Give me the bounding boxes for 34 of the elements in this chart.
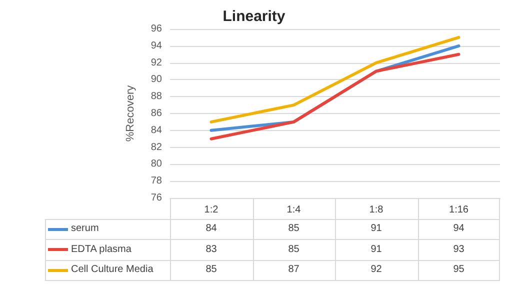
data-label: 85 (204, 263, 218, 278)
data-label: 85 (287, 242, 300, 257)
y-tick-label: 96 (150, 24, 162, 34)
data-label: 93 (452, 242, 466, 257)
data-label: 92 (370, 263, 383, 278)
y-axis-title: %Recovery (124, 84, 136, 142)
data-label: 85 (287, 222, 300, 236)
line-series (210, 52, 460, 140)
data-label: 87 (287, 263, 300, 278)
y-tick-label: 84 (150, 124, 162, 136)
y-tick-label: 94 (150, 40, 162, 52)
y-tick-label: 92 (150, 57, 162, 68)
x-tick-label: 1:2 (204, 204, 219, 216)
data-label: 91 (370, 222, 383, 236)
y-tick-label: 88 (150, 91, 162, 102)
x-tick-label: 1:16 (449, 204, 469, 216)
legend-label: EDTA plasma (70, 242, 132, 257)
x-tick-label: 1:8 (369, 204, 384, 216)
y-tick-label: 76 (150, 192, 162, 204)
y-tick-label: 78 (150, 176, 162, 187)
y-tick-label: 90 (150, 74, 162, 86)
y-tick-label: 82 (150, 142, 162, 153)
chart-title: Linearity (222, 8, 286, 25)
data-label: 84 (204, 222, 218, 236)
data-label: 83 (204, 242, 218, 257)
data-label: 95 (452, 263, 466, 278)
data-label: 94 (452, 222, 466, 236)
data-label: 91 (370, 242, 383, 257)
legend-label: serum (70, 222, 100, 236)
legend-label: Cell Culture Media (70, 263, 154, 278)
x-tick-label: 1:4 (286, 204, 302, 216)
line-series (210, 36, 460, 124)
y-tick-label: 80 (150, 158, 162, 170)
y-tick-label: 86 (150, 108, 162, 119)
